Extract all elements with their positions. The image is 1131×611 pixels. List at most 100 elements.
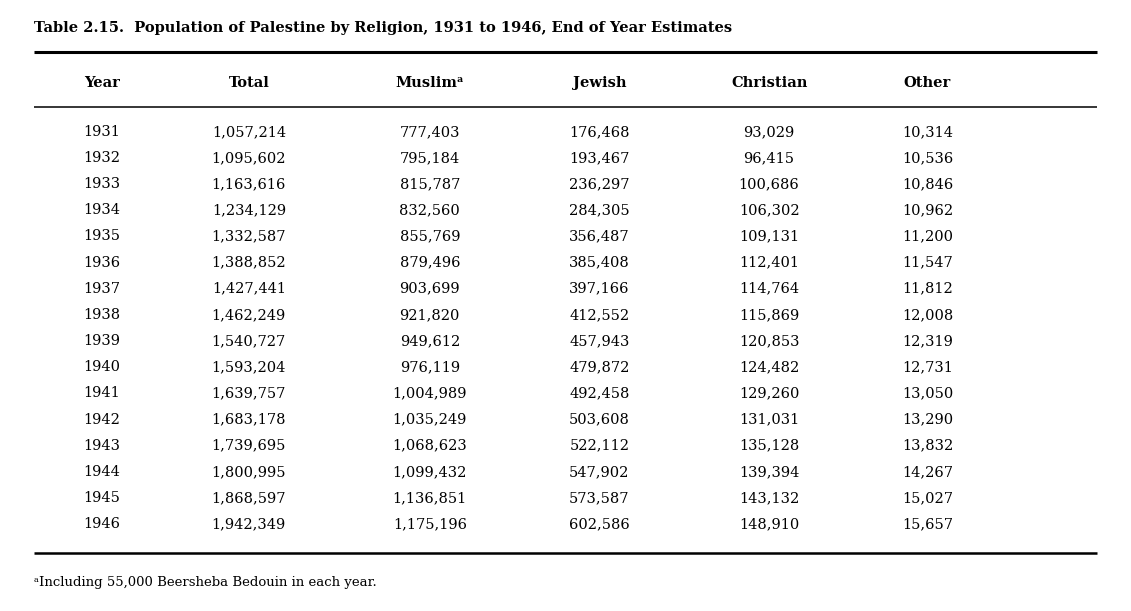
Text: 1,099,432: 1,099,432 bbox=[392, 465, 467, 479]
Text: 12,731: 12,731 bbox=[903, 360, 952, 375]
Text: 284,305: 284,305 bbox=[569, 203, 630, 218]
Text: 114,764: 114,764 bbox=[739, 282, 800, 296]
Text: 131,031: 131,031 bbox=[739, 412, 800, 426]
Text: 1943: 1943 bbox=[84, 439, 120, 453]
Text: 1,800,995: 1,800,995 bbox=[211, 465, 286, 479]
Text: 1,234,129: 1,234,129 bbox=[211, 203, 286, 218]
Text: 1,136,851: 1,136,851 bbox=[392, 491, 467, 505]
Text: 1939: 1939 bbox=[84, 334, 120, 348]
Text: Christian: Christian bbox=[731, 76, 808, 90]
Text: 492,458: 492,458 bbox=[569, 386, 630, 400]
Text: 1,683,178: 1,683,178 bbox=[211, 412, 286, 426]
Text: 1,388,852: 1,388,852 bbox=[211, 255, 286, 269]
Text: 1,593,204: 1,593,204 bbox=[211, 360, 286, 375]
Text: ᵃIncluding 55,000 Beersheba Bedouin in each year.: ᵃIncluding 55,000 Beersheba Bedouin in e… bbox=[34, 576, 377, 588]
Text: 457,943: 457,943 bbox=[569, 334, 630, 348]
Text: 1,035,249: 1,035,249 bbox=[392, 412, 467, 426]
Text: 397,166: 397,166 bbox=[569, 282, 630, 296]
Text: 11,547: 11,547 bbox=[903, 255, 952, 269]
Text: 777,403: 777,403 bbox=[399, 125, 460, 139]
Text: 14,267: 14,267 bbox=[901, 465, 953, 479]
Text: 1931: 1931 bbox=[84, 125, 120, 139]
Text: Muslimᵃ: Muslimᵃ bbox=[396, 76, 464, 90]
Text: 479,872: 479,872 bbox=[569, 360, 630, 375]
Text: 13,832: 13,832 bbox=[901, 439, 953, 453]
Text: Other: Other bbox=[904, 76, 951, 90]
Text: 547,902: 547,902 bbox=[569, 465, 630, 479]
Text: 1,868,597: 1,868,597 bbox=[211, 491, 286, 505]
Text: 193,467: 193,467 bbox=[569, 151, 630, 165]
Text: 143,132: 143,132 bbox=[739, 491, 800, 505]
Text: 356,487: 356,487 bbox=[569, 230, 630, 243]
Text: 1945: 1945 bbox=[84, 491, 120, 505]
Text: 385,408: 385,408 bbox=[569, 255, 630, 269]
Text: 148,910: 148,910 bbox=[739, 517, 800, 531]
Text: 1,068,623: 1,068,623 bbox=[392, 439, 467, 453]
Text: 412,552: 412,552 bbox=[569, 308, 630, 322]
Text: 129,260: 129,260 bbox=[739, 386, 800, 400]
Text: 1,639,757: 1,639,757 bbox=[211, 386, 286, 400]
Text: 602,586: 602,586 bbox=[569, 517, 630, 531]
Text: 106,302: 106,302 bbox=[739, 203, 800, 218]
Text: Jewish: Jewish bbox=[572, 76, 627, 90]
Text: 1,057,214: 1,057,214 bbox=[211, 125, 286, 139]
Text: 11,200: 11,200 bbox=[901, 230, 953, 243]
Text: 1,942,349: 1,942,349 bbox=[211, 517, 286, 531]
Text: 573,587: 573,587 bbox=[569, 491, 630, 505]
Text: 176,468: 176,468 bbox=[569, 125, 630, 139]
Text: 135,128: 135,128 bbox=[739, 439, 800, 453]
Text: 13,290: 13,290 bbox=[901, 412, 953, 426]
Text: 1936: 1936 bbox=[84, 255, 120, 269]
Text: 124,482: 124,482 bbox=[739, 360, 800, 375]
Text: 1935: 1935 bbox=[84, 230, 120, 243]
Text: 976,119: 976,119 bbox=[399, 360, 460, 375]
Text: 1,004,989: 1,004,989 bbox=[392, 386, 467, 400]
Text: 139,394: 139,394 bbox=[739, 465, 800, 479]
Text: 12,319: 12,319 bbox=[903, 334, 952, 348]
Text: 1933: 1933 bbox=[84, 177, 120, 191]
Text: 503,608: 503,608 bbox=[569, 412, 630, 426]
Text: 795,184: 795,184 bbox=[399, 151, 460, 165]
Text: 1,332,587: 1,332,587 bbox=[211, 230, 286, 243]
Text: 10,962: 10,962 bbox=[901, 203, 953, 218]
Text: 1,175,196: 1,175,196 bbox=[392, 517, 467, 531]
Text: 96,415: 96,415 bbox=[743, 151, 795, 165]
Text: 522,112: 522,112 bbox=[569, 439, 630, 453]
Text: 815,787: 815,787 bbox=[399, 177, 460, 191]
Text: 1,095,602: 1,095,602 bbox=[211, 151, 286, 165]
Text: 1940: 1940 bbox=[84, 360, 120, 375]
Text: 1946: 1946 bbox=[84, 517, 120, 531]
Text: 100,686: 100,686 bbox=[739, 177, 800, 191]
Text: 921,820: 921,820 bbox=[399, 308, 460, 322]
Text: 120,853: 120,853 bbox=[739, 334, 800, 348]
Text: 1937: 1937 bbox=[84, 282, 120, 296]
Text: 879,496: 879,496 bbox=[399, 255, 460, 269]
Text: 1938: 1938 bbox=[84, 308, 120, 322]
Text: Year: Year bbox=[84, 76, 120, 90]
Text: 236,297: 236,297 bbox=[569, 177, 630, 191]
Text: 15,027: 15,027 bbox=[901, 491, 953, 505]
Text: 10,314: 10,314 bbox=[901, 125, 953, 139]
Text: 112,401: 112,401 bbox=[739, 255, 800, 269]
Text: 13,050: 13,050 bbox=[901, 386, 953, 400]
Text: 1,163,616: 1,163,616 bbox=[211, 177, 286, 191]
Text: 1932: 1932 bbox=[84, 151, 120, 165]
Text: 15,657: 15,657 bbox=[901, 517, 953, 531]
Text: 1941: 1941 bbox=[84, 386, 120, 400]
Text: 93,029: 93,029 bbox=[743, 125, 795, 139]
Text: 10,846: 10,846 bbox=[901, 177, 953, 191]
Text: Total: Total bbox=[228, 76, 269, 90]
Text: 1944: 1944 bbox=[84, 465, 120, 479]
Text: 1942: 1942 bbox=[84, 412, 120, 426]
Text: 1,739,695: 1,739,695 bbox=[211, 439, 286, 453]
Text: 832,560: 832,560 bbox=[399, 203, 460, 218]
Text: 1,462,249: 1,462,249 bbox=[211, 308, 286, 322]
Text: 903,699: 903,699 bbox=[399, 282, 460, 296]
Text: 1,540,727: 1,540,727 bbox=[211, 334, 286, 348]
Text: 11,812: 11,812 bbox=[903, 282, 952, 296]
Text: 1,427,441: 1,427,441 bbox=[211, 282, 286, 296]
Text: 115,869: 115,869 bbox=[739, 308, 800, 322]
Text: Table 2.15.  Population of Palestine by Religion, 1931 to 1946, End of Year Esti: Table 2.15. Population of Palestine by R… bbox=[34, 21, 732, 35]
Text: 109,131: 109,131 bbox=[739, 230, 800, 243]
Text: 1934: 1934 bbox=[84, 203, 120, 218]
